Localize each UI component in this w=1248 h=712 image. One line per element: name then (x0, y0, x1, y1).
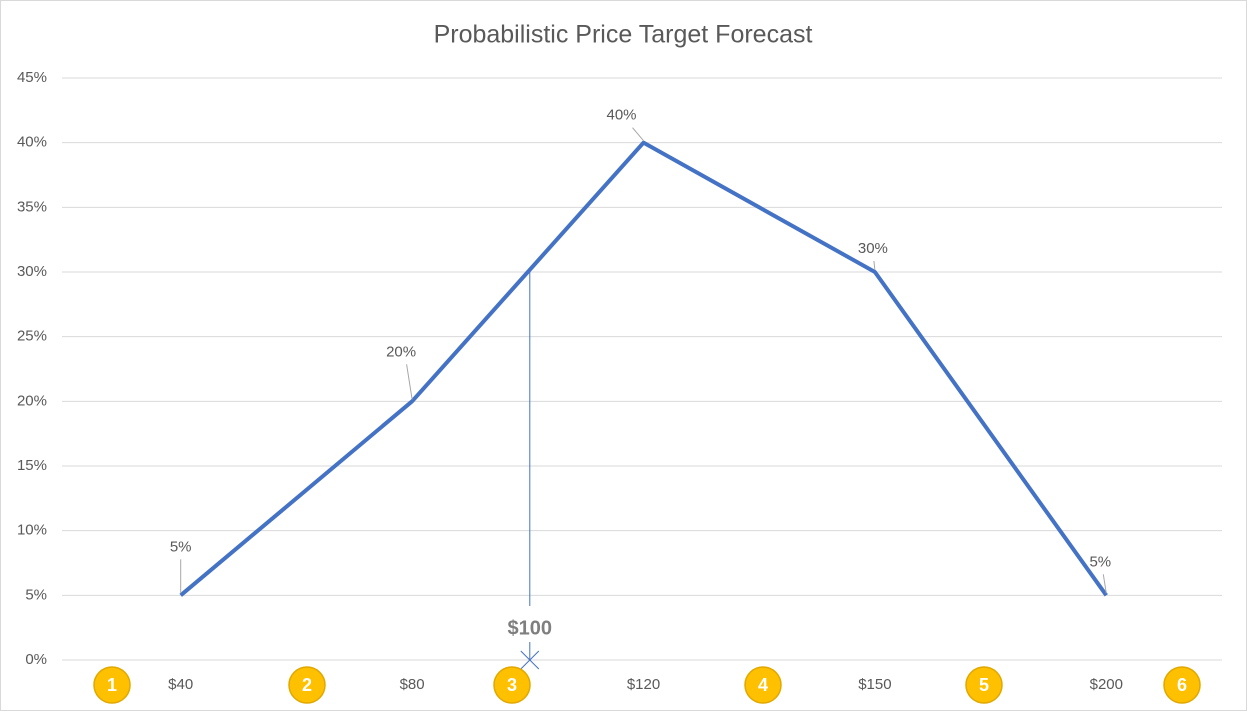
y-tick-label: 40% (17, 134, 47, 151)
badge (744, 666, 782, 704)
badge-label: 3 (507, 675, 517, 695)
annotation-marker (520, 650, 540, 670)
leader-line (406, 364, 413, 400)
badge-label: 4 (758, 675, 768, 695)
y-tick-label: 5% (25, 586, 47, 603)
y-tick-label: 20% (17, 392, 47, 409)
badge (965, 666, 1003, 704)
y-tick-label: 10% (17, 522, 47, 539)
badge-label: 1 (107, 675, 117, 695)
leader-line (873, 260, 876, 271)
badge (493, 666, 531, 704)
y-tick-label: 35% (17, 198, 47, 215)
data-label: 5% (1089, 553, 1111, 570)
y-tick-label: 15% (17, 457, 47, 474)
x-tick-label: $40 (168, 676, 193, 693)
badge (1163, 666, 1201, 704)
series-line (179, 140, 1108, 597)
data-label: 40% (606, 107, 636, 124)
badge (93, 666, 131, 704)
y-tick-label: 0% (25, 651, 47, 668)
data-label: 20% (386, 343, 416, 360)
leader-line (1102, 574, 1107, 594)
badge (288, 666, 326, 704)
badge-label: 6 (1177, 675, 1187, 695)
x-tick-label: $120 (627, 676, 660, 693)
badge-label: 2 (302, 675, 312, 695)
badge-label: 5 (979, 675, 989, 695)
x-tick-label: $150 (858, 676, 891, 693)
y-tick-label: 45% (17, 69, 47, 86)
data-label: 5% (170, 538, 192, 555)
leader-line (632, 127, 644, 141)
data-label: 30% (858, 240, 888, 257)
y-tick-label: 25% (17, 328, 47, 345)
chart-title: Probabilistic Price Target Forecast (434, 21, 813, 49)
x-tick-label: $200 (1090, 676, 1123, 693)
y-tick-label: 30% (17, 263, 47, 280)
annotation-label: $100 (508, 617, 553, 639)
x-tick-label: $80 (400, 676, 425, 693)
